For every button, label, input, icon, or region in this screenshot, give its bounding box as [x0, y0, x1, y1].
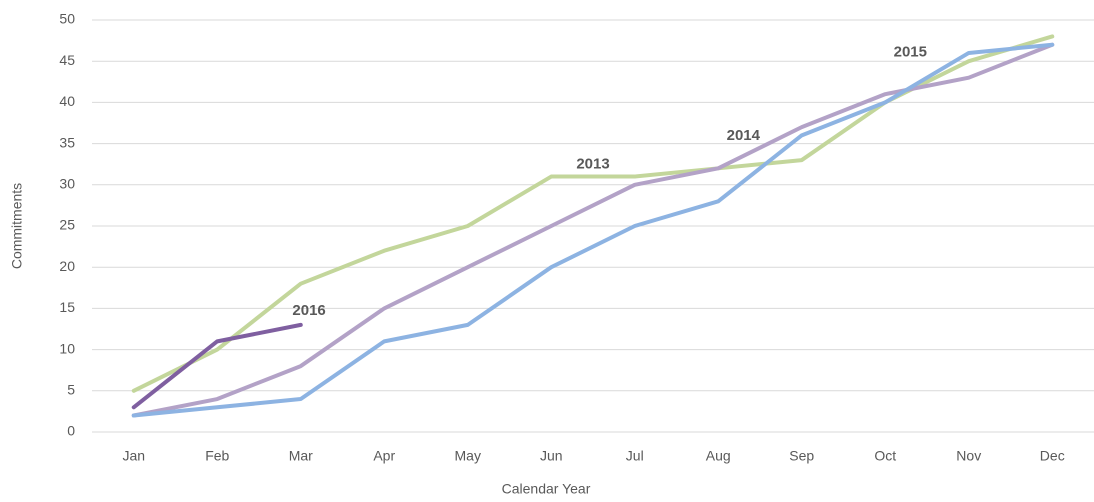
series-line	[131, 42, 1055, 418]
x-tick-label: Nov	[956, 448, 981, 464]
x-tick-label: Mar	[289, 448, 313, 464]
x-tick-label: Jul	[626, 448, 644, 464]
series-label: 2016	[292, 302, 325, 319]
x-tick-label: Sep	[789, 448, 814, 464]
y-tick-label: 50	[59, 11, 75, 27]
y-tick-label: 35	[59, 134, 75, 150]
x-tick-label: Feb	[205, 448, 229, 464]
y-tick-label: 45	[59, 52, 75, 68]
series-label: 2013	[576, 156, 609, 173]
y-tick-label: 5	[67, 382, 75, 398]
y-tick-label: 0	[67, 423, 75, 439]
y-tick-label: 20	[59, 258, 75, 274]
y-tick-label: 30	[59, 176, 75, 192]
x-tick-label: Jun	[540, 448, 563, 464]
x-tick-label: Aug	[706, 448, 731, 464]
x-tick-label: Jan	[122, 448, 145, 464]
series-label: 2014	[727, 127, 761, 144]
x-tick-label: May	[455, 448, 481, 464]
x-tick-label: Apr	[373, 448, 395, 464]
series-label: 2015	[894, 44, 927, 61]
x-axis-title: Calendar Year	[502, 481, 591, 497]
series-line	[131, 322, 303, 410]
y-axis-title: Commitments	[9, 183, 25, 269]
y-tick-label: 15	[59, 299, 75, 315]
y-tick-label: 40	[59, 93, 75, 109]
x-tick-label: Oct	[874, 448, 896, 464]
series-line	[131, 42, 1055, 418]
x-tick-label: Dec	[1040, 448, 1065, 464]
y-tick-label: 10	[59, 340, 75, 356]
y-tick-label: 25	[59, 217, 75, 233]
